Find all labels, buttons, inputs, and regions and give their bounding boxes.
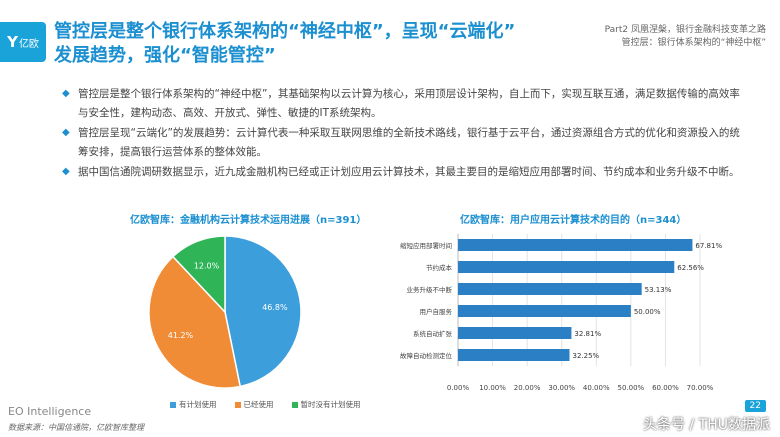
bullet-item: ◆ 管控层是整个银行体系架构的“神经中枢”，其基础架构以云计算为核心，采用顶层设… bbox=[62, 85, 742, 123]
y-category-label: 节约成本 bbox=[426, 263, 453, 272]
bar bbox=[458, 349, 570, 361]
pie-data-label: 46.8% bbox=[262, 303, 288, 312]
y-category-label: 缩短应用部署时间 bbox=[400, 241, 452, 250]
x-tick-label: 0.00% bbox=[447, 384, 470, 392]
bar bbox=[458, 327, 572, 339]
section-sub: 管控层：银行体系架构的“神经中枢” bbox=[621, 38, 766, 48]
x-tick-label: 40.00% bbox=[583, 384, 610, 392]
pie-chart-title: 亿欧智库：金融机构云计算技术运用进展（n=391） bbox=[130, 215, 367, 226]
data-source: 数据来源：中国信通院，亿欧智库整理 bbox=[8, 423, 144, 432]
y-category-label: 故障自动检测定位 bbox=[400, 351, 453, 360]
bullet-text: 管控层呈现“云端化”的发展趋势：云计算代表一种采取互联网思维的全新技术路线，银行… bbox=[78, 127, 740, 158]
bar-value-label: 50.00% bbox=[634, 308, 661, 316]
diamond-icon: ◆ bbox=[62, 88, 70, 99]
pie-slice bbox=[224, 235, 302, 388]
legend-swatch bbox=[170, 401, 176, 408]
x-tick-label: 20.00% bbox=[514, 384, 541, 392]
bullet-item: ◆ 据中国信通院调研数据显示，近九成金融机构已经或正计划应用云计算技术，其最主要… bbox=[62, 163, 742, 182]
bar bbox=[458, 283, 642, 295]
bar bbox=[458, 239, 693, 251]
pie-slice bbox=[171, 235, 226, 314]
x-tick-label: 70.00% bbox=[687, 384, 714, 392]
x-tick-label: 10.00% bbox=[479, 384, 506, 392]
x-tick-label: 50.00% bbox=[618, 384, 645, 392]
bullet-text: 管控层是整个银行体系架构的“神经中枢”，其基础架构以云计算为核心，采用顶层设计架… bbox=[78, 88, 740, 119]
legend-label: 有计划使用 bbox=[179, 400, 217, 409]
legend-swatch bbox=[234, 401, 241, 408]
diamond-icon: ◆ bbox=[62, 127, 70, 138]
bar-value-label: 32.25% bbox=[572, 352, 599, 360]
title-line-2: 发展趋势，强化“智能管控” bbox=[54, 45, 276, 66]
bullet-text: 据中国信通院调研数据显示，近九成金融机构已经或正计划应用云计算技术，其最主要目的… bbox=[78, 166, 740, 178]
diamond-icon: ◆ bbox=[62, 166, 70, 177]
bar-value-label: 32.81% bbox=[574, 330, 601, 338]
legend-item: 暂时没有计划使用 bbox=[291, 399, 361, 410]
bullet-list: ◆ 管控层是整个银行体系架构的“神经中枢”，其基础架构以云计算为核心，采用顶层设… bbox=[62, 85, 742, 183]
title-line-1: 管控层是整个银行体系架构的“神经中枢”，呈现“云端化” bbox=[54, 21, 516, 42]
watermark: 头条号 / THU数据派 bbox=[643, 417, 770, 433]
bar-chart-title: 亿欧智库：用户应用云计算技术的目的（n=344） bbox=[460, 215, 687, 226]
x-tick-label: 60.00% bbox=[652, 384, 679, 392]
legend-label: 暂时没有计划使用 bbox=[300, 400, 361, 409]
bar bbox=[458, 261, 675, 273]
page-title: 管控层是整个银行体系架构的“神经中枢”，呈现“云端化” 发展趋势，强化“智能管控… bbox=[54, 20, 584, 68]
bullet-item: ◆ 管控层呈现“云端化”的发展趋势：云计算代表一种采取互联网思维的全新技术路线，… bbox=[62, 124, 742, 162]
pie-data-label: 41.2% bbox=[168, 331, 194, 340]
x-tick-label: 30.00% bbox=[548, 384, 575, 392]
y-category-label: 系统自动扩张 bbox=[413, 329, 453, 338]
bar-chart: 0.00% 10.00% 20.00% 30.00% 40.00% 50.00% 60.00… bbox=[360, 230, 730, 404]
legend-label: 已经使用 bbox=[243, 400, 274, 409]
page-number: 22 bbox=[744, 400, 766, 412]
footer-brand: EO Intelligence bbox=[8, 405, 92, 418]
logo-y-icon: Y bbox=[7, 32, 18, 51]
bar-value-label: 62.56% bbox=[677, 264, 704, 272]
section-part: Part2 凤凰涅槃，银行金融科技变革之路 bbox=[604, 25, 766, 35]
bar-value-label: 53.13% bbox=[645, 286, 672, 294]
y-category-label: 业务升级不中断 bbox=[407, 285, 453, 294]
legend-item: 有计划使用 bbox=[170, 399, 217, 410]
yiou-logo: Y 亿欧 bbox=[0, 22, 46, 62]
section-label: Part2 凤凰涅槃，银行金融科技变革之路 管控层：银行体系架构的“神经中枢” bbox=[605, 24, 766, 50]
pie-legend: 有计划使用 已经使用 暂时没有计划使用 bbox=[170, 399, 361, 410]
pie-slice bbox=[148, 255, 242, 389]
bar bbox=[458, 305, 631, 317]
pie-chart: 46.8% 41.2% 12.0% bbox=[145, 232, 305, 396]
legend-swatch bbox=[291, 401, 298, 408]
logo-text: 亿欧 bbox=[18, 38, 39, 50]
bar-value-label: 67.81% bbox=[695, 242, 722, 250]
y-category-label: 用户自服务 bbox=[420, 307, 453, 316]
pie-data-label: 12.0% bbox=[194, 261, 220, 270]
legend-item: 已经使用 bbox=[234, 399, 274, 410]
